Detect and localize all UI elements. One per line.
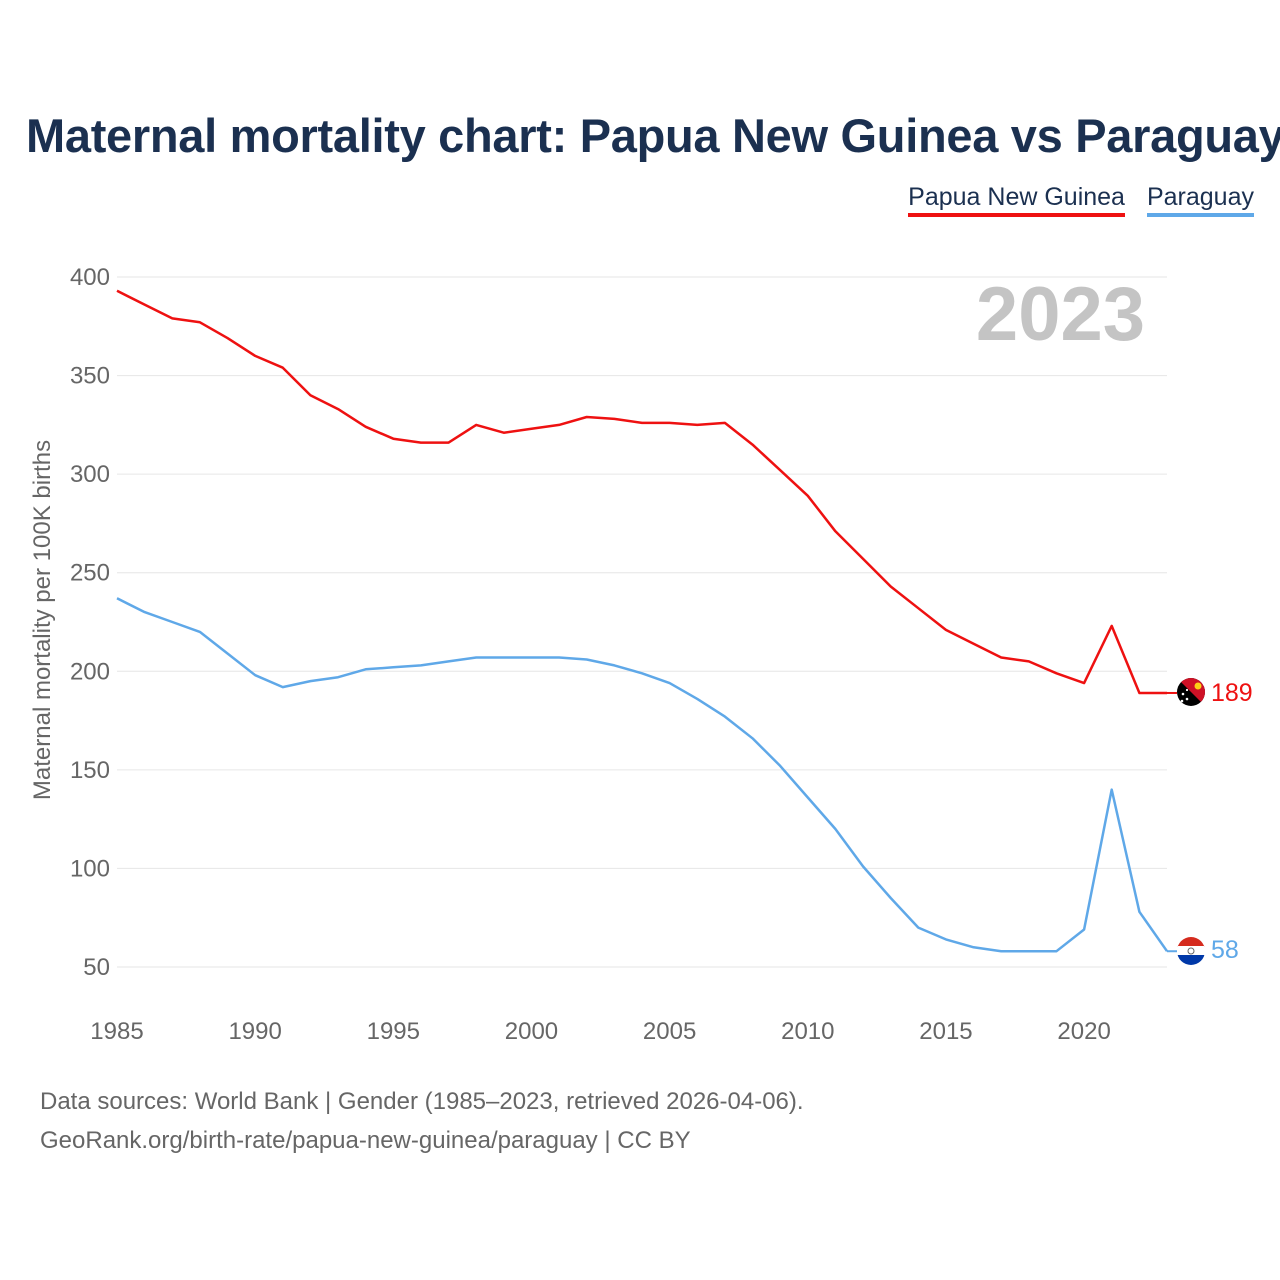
grid xyxy=(117,276,1167,968)
x-tick-label: 2005 xyxy=(643,1018,696,1045)
paraguay-flag-icon xyxy=(1177,937,1205,965)
end-label-papua-new-guinea: 189 xyxy=(1211,679,1253,707)
y-tick-label: 250 xyxy=(70,560,110,587)
series xyxy=(116,289,1177,953)
y-axis-label: Maternal mortality per 100K births xyxy=(29,440,56,800)
x-tick-label: 2010 xyxy=(781,1018,834,1045)
legend-item-paraguay[interactable]: Paraguay xyxy=(1146,183,1254,217)
y-tick-label: 150 xyxy=(70,757,110,784)
legend: Papua New Guinea Paraguay xyxy=(908,183,1254,217)
y-tick-label: 400 xyxy=(70,264,110,291)
end-label-paraguay: 58 xyxy=(1211,936,1239,964)
x-tick-label: 2000 xyxy=(505,1018,558,1045)
series-line-papua-new-guinea[interactable] xyxy=(116,289,1167,695)
papua-new-guinea-flag-icon xyxy=(1177,678,1205,706)
x-tick-label: 1985 xyxy=(90,1018,143,1045)
x-tick-label: 1995 xyxy=(367,1018,420,1045)
source-url[interactable]: GeoRank.org/birth-rate/papua-new-guinea/… xyxy=(40,1127,691,1154)
year-watermark: 2023 xyxy=(976,272,1145,357)
y-tick-label: 50 xyxy=(83,954,110,981)
y-tick-label: 200 xyxy=(70,658,110,685)
series-line-paraguay[interactable] xyxy=(116,597,1169,953)
y-tick-label: 300 xyxy=(70,461,110,488)
y-tick-label: 100 xyxy=(70,855,110,882)
x-tick-label: 2020 xyxy=(1057,1018,1110,1045)
x-tick-label: 1990 xyxy=(228,1018,281,1045)
axes: 50 100 150 200 250 300 350 400 1985 1990 1995 2000 2… xyxy=(70,264,1111,1045)
x-tick-label: 2015 xyxy=(919,1018,972,1045)
legend-item-papua-new-guinea[interactable]: Papua New Guinea xyxy=(908,183,1125,217)
source-note: Data sources: World Bank | Gender (1985–… xyxy=(40,1088,804,1115)
y-tick-label: 350 xyxy=(70,363,110,390)
chart-title: Maternal mortality chart: Papua New Guin… xyxy=(26,109,1280,162)
